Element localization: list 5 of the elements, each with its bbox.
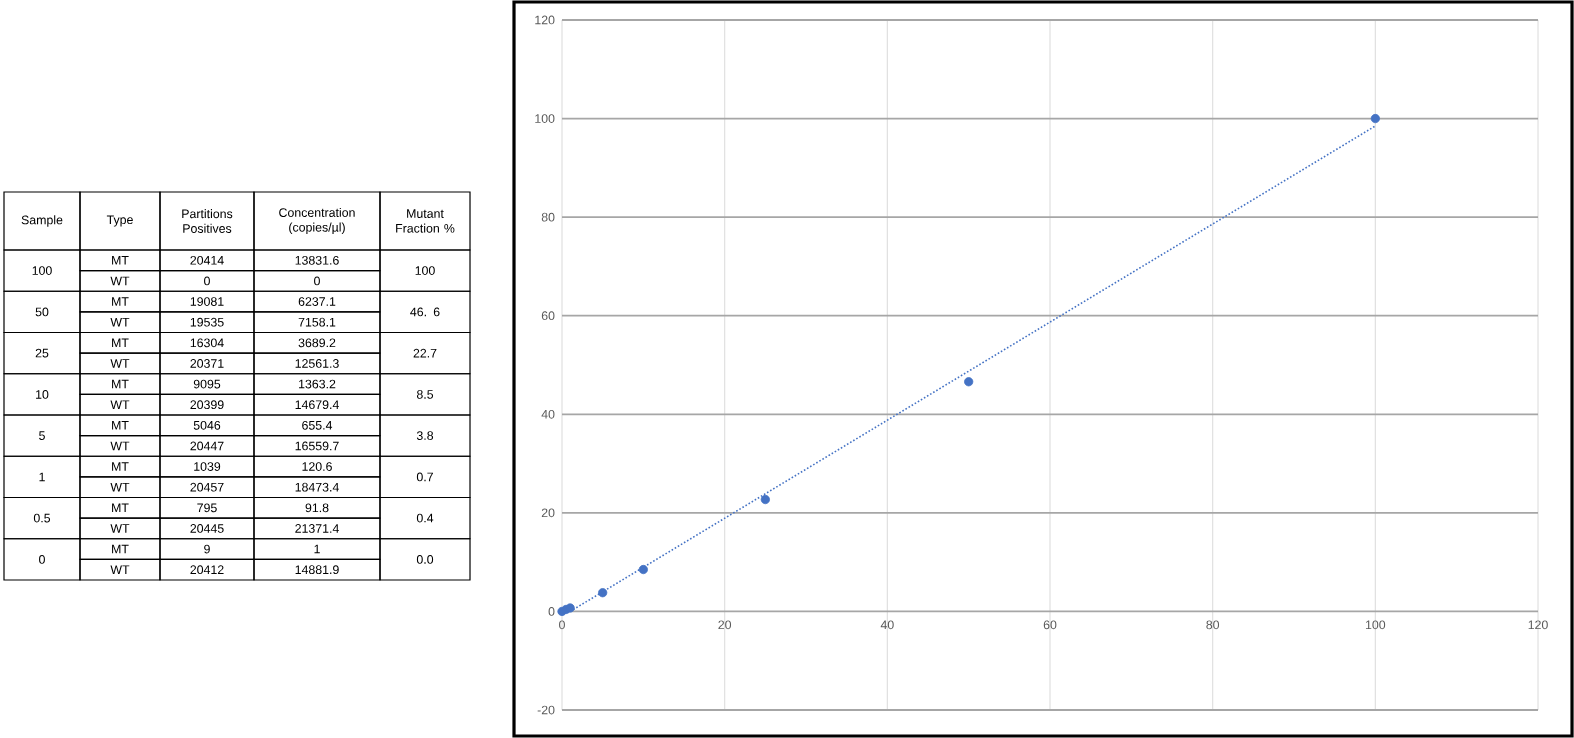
point xyxy=(1370,113,1380,124)
point xyxy=(638,564,648,575)
point xyxy=(964,377,974,387)
point xyxy=(598,588,608,598)
point xyxy=(760,494,770,505)
